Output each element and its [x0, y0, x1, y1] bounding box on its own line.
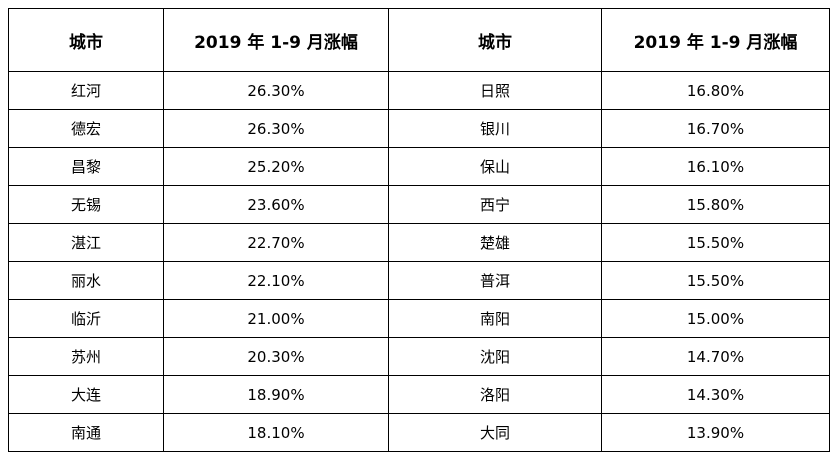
city-cell: 楚雄 [388, 223, 602, 262]
growth-cell: 13.90% [601, 413, 830, 452]
city-cell: 大同 [388, 413, 602, 452]
header-city-right: 城市 [388, 8, 602, 72]
table-row: 红河 26.30% 日照 16.80% [8, 71, 830, 110]
growth-cell: 26.30% [163, 109, 389, 148]
header-growth-right: 2019 年 1-9 月涨幅 [601, 8, 830, 72]
header-city-left: 城市 [8, 8, 164, 72]
city-cell: 苏州 [8, 337, 164, 376]
growth-cell: 15.00% [601, 299, 830, 338]
city-cell: 湛江 [8, 223, 164, 262]
city-cell: 保山 [388, 147, 602, 186]
city-cell: 西宁 [388, 185, 602, 224]
table-row: 苏州 20.30% 沈阳 14.70% [8, 337, 830, 376]
city-cell: 日照 [388, 71, 602, 110]
growth-cell: 23.60% [163, 185, 389, 224]
city-cell: 洛阳 [388, 375, 602, 414]
city-cell: 临沂 [8, 299, 164, 338]
city-cell: 南通 [8, 413, 164, 452]
growth-cell: 14.70% [601, 337, 830, 376]
city-cell: 南阳 [388, 299, 602, 338]
growth-cell: 18.10% [163, 413, 389, 452]
table-row: 昌黎 25.20% 保山 16.10% [8, 147, 830, 186]
table-row: 湛江 22.70% 楚雄 15.50% [8, 223, 830, 262]
growth-cell: 22.70% [163, 223, 389, 262]
city-cell: 昌黎 [8, 147, 164, 186]
growth-cell: 15.50% [601, 223, 830, 262]
growth-cell: 22.10% [163, 261, 389, 300]
table-row: 临沂 21.00% 南阳 15.00% [8, 299, 830, 338]
table-row: 德宏 26.30% 银川 16.70% [8, 109, 830, 148]
growth-cell: 16.80% [601, 71, 830, 110]
header-growth-left: 2019 年 1-9 月涨幅 [163, 8, 389, 72]
city-cell: 沈阳 [388, 337, 602, 376]
growth-cell: 26.30% [163, 71, 389, 110]
city-cell: 普洱 [388, 261, 602, 300]
table-row: 南通 18.10% 大同 13.90% [8, 413, 830, 452]
growth-cell: 21.00% [163, 299, 389, 338]
city-cell: 丽水 [8, 261, 164, 300]
header-row: 城市 2019 年 1-9 月涨幅 城市 2019 年 1-9 月涨幅 [8, 8, 830, 72]
city-growth-table: 城市 2019 年 1-9 月涨幅 城市 2019 年 1-9 月涨幅 红河 2… [8, 8, 830, 452]
growth-cell: 18.90% [163, 375, 389, 414]
growth-cell: 15.50% [601, 261, 830, 300]
table-row: 丽水 22.10% 普洱 15.50% [8, 261, 830, 300]
table-row: 大连 18.90% 洛阳 14.30% [8, 375, 830, 414]
city-cell: 大连 [8, 375, 164, 414]
city-cell: 红河 [8, 71, 164, 110]
growth-cell: 25.20% [163, 147, 389, 186]
growth-cell: 16.70% [601, 109, 830, 148]
city-cell: 银川 [388, 109, 602, 148]
growth-cell: 14.30% [601, 375, 830, 414]
growth-cell: 16.10% [601, 147, 830, 186]
growth-cell: 20.30% [163, 337, 389, 376]
growth-cell: 15.80% [601, 185, 830, 224]
city-cell: 无锡 [8, 185, 164, 224]
city-cell: 德宏 [8, 109, 164, 148]
table-row: 无锡 23.60% 西宁 15.80% [8, 185, 830, 224]
